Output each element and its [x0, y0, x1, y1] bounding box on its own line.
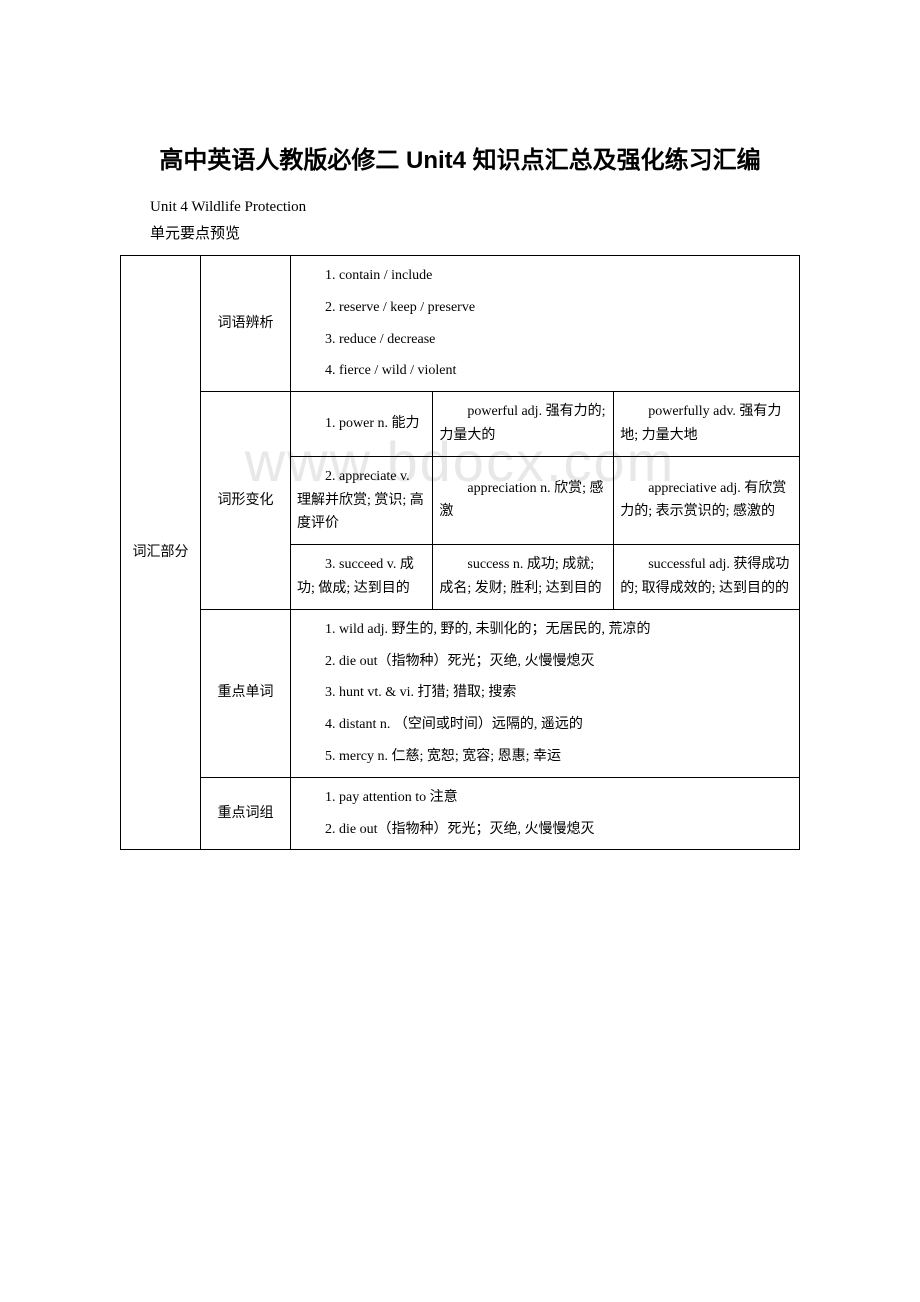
word-form-cell: appreciative adj. 有欣赏力的; 表示赏识的; 感激的 — [614, 456, 800, 544]
list-item: 4. distant n. （空间或时间）远隔的, 遥远的 — [297, 713, 793, 737]
list-item: 3. reduce / decrease — [297, 328, 793, 352]
word-form-cell: powerful adj. 强有力的; 力量大的 — [433, 392, 614, 457]
list-item: 5. mercy n. 仁慈; 宽恕; 宽容; 恩惠; 幸运 — [297, 745, 793, 769]
summary-table: 词汇部分 词语辨析 1. contain / include 2. reserv… — [120, 255, 800, 850]
preview-line: 单元要点预览 — [120, 222, 800, 243]
list-item: 2. die out（指物种）死光；灭绝, 火慢慢熄灭 — [297, 818, 793, 842]
word-form-cell: appreciation n. 欣赏; 感激 — [433, 456, 614, 544]
sub-category-cell: 词语辨析 — [201, 256, 291, 392]
list-item: 3. hunt vt. & vi. 打猎; 猎取; 搜索 — [297, 681, 793, 705]
sub-category-cell: 重点单词 — [201, 609, 291, 777]
main-category-cell: 词汇部分 — [121, 256, 201, 850]
content-cell: 1. pay attention to 注意 2. die out（指物种）死光… — [291, 777, 800, 850]
table-row: 重点单词 1. wild adj. 野生的, 野的, 未驯化的；无居民的, 荒凉… — [121, 609, 800, 777]
table-row: 重点词组 1. pay attention to 注意 2. die out（指… — [121, 777, 800, 850]
word-form-cell: 3. succeed v. 成功; 做成; 达到目的 — [291, 545, 433, 610]
word-form-cell: powerfully adv. 强有力地; 力量大地 — [614, 392, 800, 457]
word-form-cell: 1. power n. 能力 — [291, 392, 433, 457]
list-item: 2. die out（指物种）死光；灭绝, 火慢慢熄灭 — [297, 650, 793, 674]
list-item: 1. contain / include — [297, 264, 793, 288]
content-cell: 1. contain / include 2. reserve / keep /… — [291, 256, 800, 392]
sub-category-cell: 重点词组 — [201, 777, 291, 850]
list-item: 1. pay attention to 注意 — [297, 786, 793, 810]
content-cell: 1. wild adj. 野生的, 野的, 未驯化的；无居民的, 荒凉的 2. … — [291, 609, 800, 777]
list-item: 2. reserve / keep / preserve — [297, 296, 793, 320]
page-title: 高中英语人教版必修二 Unit4 知识点汇总及强化练习汇编 — [120, 140, 800, 175]
table-row: 词形变化 1. power n. 能力 powerful adj. 强有力的; … — [121, 392, 800, 457]
list-item: 1. wild adj. 野生的, 野的, 未驯化的；无居民的, 荒凉的 — [297, 618, 793, 642]
sub-category-cell: 词形变化 — [201, 392, 291, 610]
list-item: 4. fierce / wild / violent — [297, 359, 793, 383]
word-form-cell: success n. 成功; 成就; 成名; 发财; 胜利; 达到目的 — [433, 545, 614, 610]
unit-line: Unit 4 Wildlife Protection — [120, 199, 800, 216]
word-form-cell: 2. appreciate v. 理解并欣赏; 赏识; 高度评价 — [291, 456, 433, 544]
table-row: 词汇部分 词语辨析 1. contain / include 2. reserv… — [121, 256, 800, 392]
word-form-cell: successful adj. 获得成功的; 取得成效的; 达到目的的 — [614, 545, 800, 610]
